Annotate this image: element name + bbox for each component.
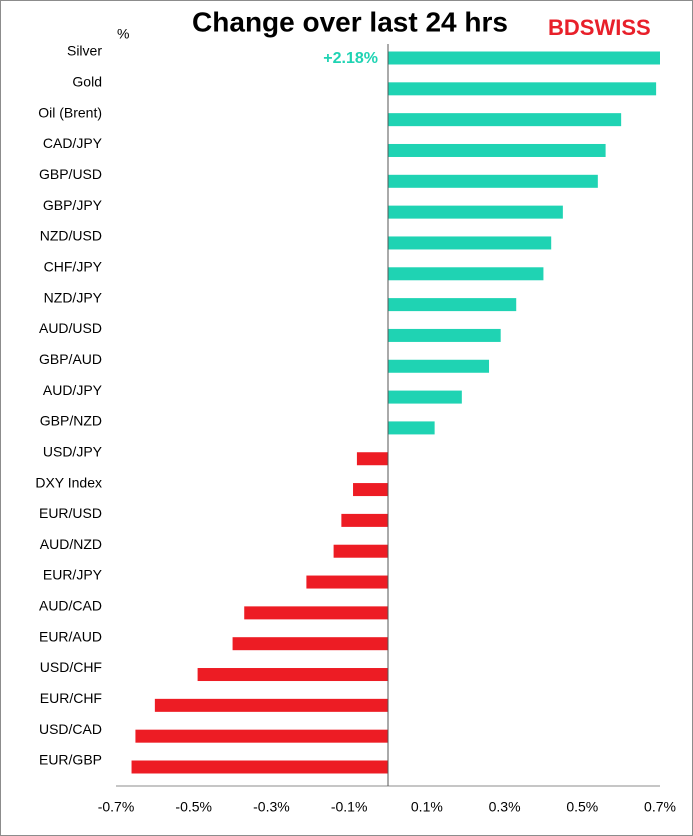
bar — [388, 390, 462, 404]
y-tick-label: EUR/GBP — [39, 752, 102, 768]
y-tick-label: NZD/JPY — [44, 289, 103, 305]
x-tick-label: -0.5% — [175, 799, 212, 815]
bar — [388, 205, 563, 219]
y-tick-label: NZD/USD — [40, 228, 102, 244]
bar — [131, 760, 389, 774]
y-tick-label: EUR/JPY — [43, 567, 103, 583]
bar — [333, 544, 388, 558]
bar — [388, 51, 660, 65]
y-tick-label: EUR/USD — [39, 505, 102, 521]
y-tick-label: EUR/CHF — [40, 690, 102, 706]
x-tick-label: 0.1% — [411, 799, 443, 815]
chart-title: Change over last 24 hrs — [192, 6, 508, 37]
y-tick-label: CAD/JPY — [43, 135, 103, 151]
y-tick-label: GBP/AUD — [39, 351, 102, 367]
y-tick-label: DXY Index — [35, 474, 102, 490]
y-tick-label: AUD/CAD — [39, 598, 102, 614]
bar — [388, 143, 606, 157]
bar — [197, 668, 388, 682]
bar — [388, 174, 598, 188]
logo: BDSWISS — [548, 15, 651, 40]
y-tick-label: USD/CAD — [39, 721, 102, 737]
y-tick-label: AUD/NZD — [40, 536, 102, 552]
y-tick-label: Gold — [72, 74, 102, 90]
bar — [388, 298, 517, 312]
x-tick-label: 0.5% — [566, 799, 598, 815]
bar — [232, 637, 388, 651]
bar — [388, 359, 490, 373]
unit-label: % — [117, 26, 129, 42]
y-tick-label: USD/CHF — [40, 659, 102, 675]
y-tick-label: AUD/JPY — [43, 382, 103, 398]
bars — [131, 51, 660, 774]
y-tick-label: GBP/JPY — [43, 197, 103, 213]
bar — [388, 267, 544, 281]
bar — [388, 236, 552, 250]
bar — [388, 113, 622, 127]
x-tick-label: 0.7% — [644, 799, 676, 815]
bar — [135, 729, 388, 743]
x-tick-label: -0.3% — [253, 799, 290, 815]
bar — [306, 575, 388, 589]
bar — [341, 513, 388, 527]
y-tick-label: GBP/USD — [39, 166, 102, 182]
y-tick-label: GBP/NZD — [40, 413, 102, 429]
x-tick-label: -0.7% — [98, 799, 135, 815]
y-tick-label: AUD/USD — [39, 320, 102, 336]
x-tick-label: -0.1% — [331, 799, 368, 815]
bar — [154, 698, 388, 712]
bar — [388, 421, 435, 435]
bar — [356, 452, 388, 466]
value-label: +2.18% — [323, 50, 378, 67]
bar — [353, 483, 388, 497]
bar — [388, 82, 657, 96]
y-tick-label: USD/JPY — [43, 443, 103, 459]
y-tick-label: CHF/JPY — [44, 258, 103, 274]
y-tick-label: EUR/AUD — [39, 628, 102, 644]
x-tick-label: 0.3% — [489, 799, 521, 815]
y-tick-label: Oil (Brent) — [38, 104, 102, 120]
bar — [388, 328, 501, 342]
bar — [244, 606, 388, 620]
y-tick-label: Silver — [67, 43, 102, 59]
